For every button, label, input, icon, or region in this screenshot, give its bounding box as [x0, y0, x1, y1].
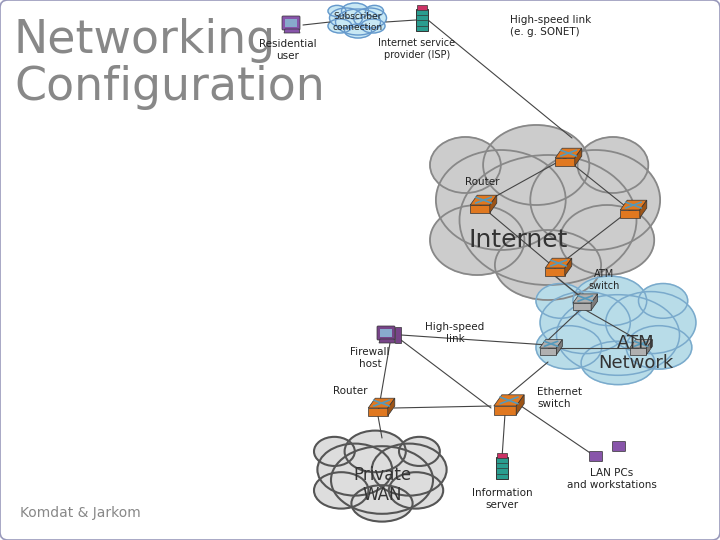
Ellipse shape	[459, 155, 636, 285]
FancyBboxPatch shape	[377, 326, 395, 340]
Ellipse shape	[626, 326, 692, 369]
Polygon shape	[368, 398, 395, 408]
Ellipse shape	[536, 284, 585, 318]
Text: Private
WAN: Private WAN	[353, 465, 411, 504]
Text: High-speed link
(e. g. SONET): High-speed link (e. g. SONET)	[510, 15, 591, 37]
FancyBboxPatch shape	[282, 16, 300, 30]
Polygon shape	[555, 158, 575, 166]
Polygon shape	[539, 340, 562, 348]
Polygon shape	[647, 340, 652, 355]
Polygon shape	[575, 148, 582, 166]
FancyBboxPatch shape	[380, 329, 392, 337]
Ellipse shape	[328, 5, 346, 17]
Polygon shape	[545, 258, 572, 268]
Text: High-speed
link: High-speed link	[426, 322, 485, 344]
Text: Komdat & Jarkom: Komdat & Jarkom	[20, 506, 140, 520]
Ellipse shape	[366, 5, 384, 17]
Polygon shape	[573, 303, 591, 310]
Ellipse shape	[345, 430, 406, 472]
Ellipse shape	[560, 205, 654, 275]
FancyBboxPatch shape	[417, 5, 427, 10]
Ellipse shape	[573, 276, 647, 326]
Polygon shape	[470, 205, 490, 213]
Text: Subscriber
connection: Subscriber connection	[333, 12, 383, 32]
Polygon shape	[640, 200, 647, 218]
Polygon shape	[620, 210, 640, 218]
Ellipse shape	[557, 295, 680, 375]
FancyBboxPatch shape	[395, 327, 401, 343]
Ellipse shape	[389, 472, 444, 509]
Ellipse shape	[314, 472, 369, 509]
Polygon shape	[388, 398, 395, 416]
FancyBboxPatch shape	[496, 457, 508, 479]
Ellipse shape	[430, 205, 524, 275]
Polygon shape	[591, 294, 598, 310]
Ellipse shape	[336, 9, 380, 35]
Polygon shape	[557, 340, 562, 355]
Text: Networking
Configuration: Networking Configuration	[14, 18, 325, 110]
Polygon shape	[516, 395, 524, 415]
FancyBboxPatch shape	[590, 451, 603, 462]
Ellipse shape	[436, 150, 566, 250]
Text: Information
server: Information server	[472, 488, 532, 510]
Ellipse shape	[354, 8, 387, 28]
Text: Internet: Internet	[468, 228, 567, 252]
Text: ATM
switch: ATM switch	[588, 269, 620, 291]
FancyBboxPatch shape	[497, 453, 507, 458]
Ellipse shape	[577, 137, 648, 193]
Polygon shape	[470, 195, 497, 205]
Polygon shape	[539, 348, 557, 355]
Text: Router: Router	[464, 177, 499, 187]
Ellipse shape	[531, 150, 660, 250]
Ellipse shape	[351, 485, 413, 522]
Polygon shape	[573, 294, 598, 303]
Text: Ethernet
switch: Ethernet switch	[537, 387, 582, 409]
Ellipse shape	[540, 292, 630, 354]
Polygon shape	[629, 340, 652, 348]
Text: Residential
user: Residential user	[259, 39, 317, 60]
Text: Internet service
provider (ISP): Internet service provider (ISP)	[379, 38, 456, 59]
Text: Firewall
host: Firewall host	[350, 347, 390, 369]
Ellipse shape	[430, 137, 501, 193]
Ellipse shape	[330, 8, 362, 28]
Ellipse shape	[341, 3, 369, 19]
Ellipse shape	[399, 437, 440, 466]
Ellipse shape	[318, 443, 392, 496]
Ellipse shape	[331, 446, 433, 514]
Ellipse shape	[495, 230, 601, 300]
Polygon shape	[545, 268, 564, 276]
Polygon shape	[284, 29, 300, 33]
Ellipse shape	[361, 19, 385, 33]
Polygon shape	[620, 200, 647, 210]
FancyBboxPatch shape	[416, 9, 428, 31]
Ellipse shape	[314, 437, 355, 466]
Text: Router: Router	[333, 386, 367, 396]
Polygon shape	[629, 348, 647, 355]
Polygon shape	[494, 406, 516, 415]
Polygon shape	[490, 195, 497, 213]
Polygon shape	[564, 258, 572, 276]
Ellipse shape	[483, 125, 589, 205]
Ellipse shape	[606, 292, 696, 354]
FancyBboxPatch shape	[613, 442, 626, 451]
Ellipse shape	[344, 24, 372, 38]
Ellipse shape	[372, 443, 446, 496]
Polygon shape	[379, 339, 395, 343]
Ellipse shape	[639, 284, 688, 318]
Ellipse shape	[328, 19, 352, 33]
Text: ATM
Network: ATM Network	[598, 334, 674, 373]
Polygon shape	[368, 408, 388, 416]
Polygon shape	[494, 395, 524, 406]
Ellipse shape	[581, 341, 655, 384]
Ellipse shape	[536, 326, 602, 369]
Polygon shape	[555, 148, 582, 158]
FancyBboxPatch shape	[285, 19, 297, 27]
Text: LAN PCs
and workstations: LAN PCs and workstations	[567, 468, 657, 490]
